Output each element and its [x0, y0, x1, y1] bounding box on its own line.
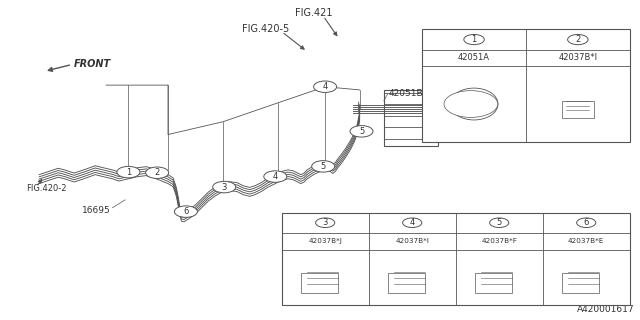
Text: 5: 5: [321, 162, 326, 171]
Text: 4: 4: [273, 172, 278, 181]
Bar: [422, 29, 630, 142]
Circle shape: [264, 171, 287, 182]
Circle shape: [314, 81, 337, 92]
Text: 42037B*I: 42037B*I: [558, 53, 597, 62]
Text: FRONT: FRONT: [74, 60, 111, 69]
Text: 6: 6: [584, 218, 589, 227]
Circle shape: [212, 181, 236, 193]
Circle shape: [452, 94, 490, 114]
Text: 6: 6: [183, 207, 189, 216]
Circle shape: [577, 218, 596, 228]
Text: 4: 4: [323, 82, 328, 91]
Text: 42051B: 42051B: [389, 89, 424, 98]
Circle shape: [490, 218, 509, 228]
Circle shape: [174, 206, 197, 217]
Circle shape: [458, 98, 484, 110]
Circle shape: [403, 218, 422, 228]
Text: 42051A: 42051A: [458, 53, 490, 62]
Text: 42037B*F: 42037B*F: [481, 238, 517, 244]
Bar: [301, 273, 338, 292]
Text: FIG.421: FIG.421: [295, 8, 332, 19]
Text: A420001617: A420001617: [577, 305, 635, 314]
Text: 1: 1: [472, 35, 477, 44]
Text: 3: 3: [221, 183, 227, 192]
Text: 16695: 16695: [82, 206, 111, 215]
Circle shape: [117, 166, 140, 178]
Bar: [388, 273, 425, 292]
Text: 1: 1: [126, 168, 131, 177]
Text: 42037B*J: 42037B*J: [308, 238, 342, 244]
Text: 5: 5: [497, 218, 502, 227]
Circle shape: [350, 125, 373, 137]
Circle shape: [146, 167, 169, 179]
Circle shape: [464, 35, 484, 45]
Text: 2: 2: [575, 35, 580, 44]
Text: 5: 5: [359, 127, 364, 136]
Text: FIG.420-2: FIG.420-2: [26, 184, 67, 193]
Text: FIG.420-5: FIG.420-5: [242, 24, 289, 34]
Text: 2: 2: [154, 168, 160, 177]
Bar: [384, 90, 438, 146]
Text: 42037B*E: 42037B*E: [568, 238, 604, 244]
Ellipse shape: [450, 88, 498, 120]
Circle shape: [568, 35, 588, 45]
Text: 3: 3: [323, 218, 328, 227]
Circle shape: [444, 91, 498, 117]
Text: 4: 4: [410, 218, 415, 227]
Text: 42063: 42063: [445, 119, 473, 128]
Bar: [562, 273, 599, 292]
Text: 42037B*I: 42037B*I: [396, 238, 429, 244]
Circle shape: [316, 218, 335, 228]
Bar: [475, 273, 512, 292]
Circle shape: [312, 161, 335, 172]
Bar: [282, 212, 630, 305]
Bar: [562, 101, 594, 118]
